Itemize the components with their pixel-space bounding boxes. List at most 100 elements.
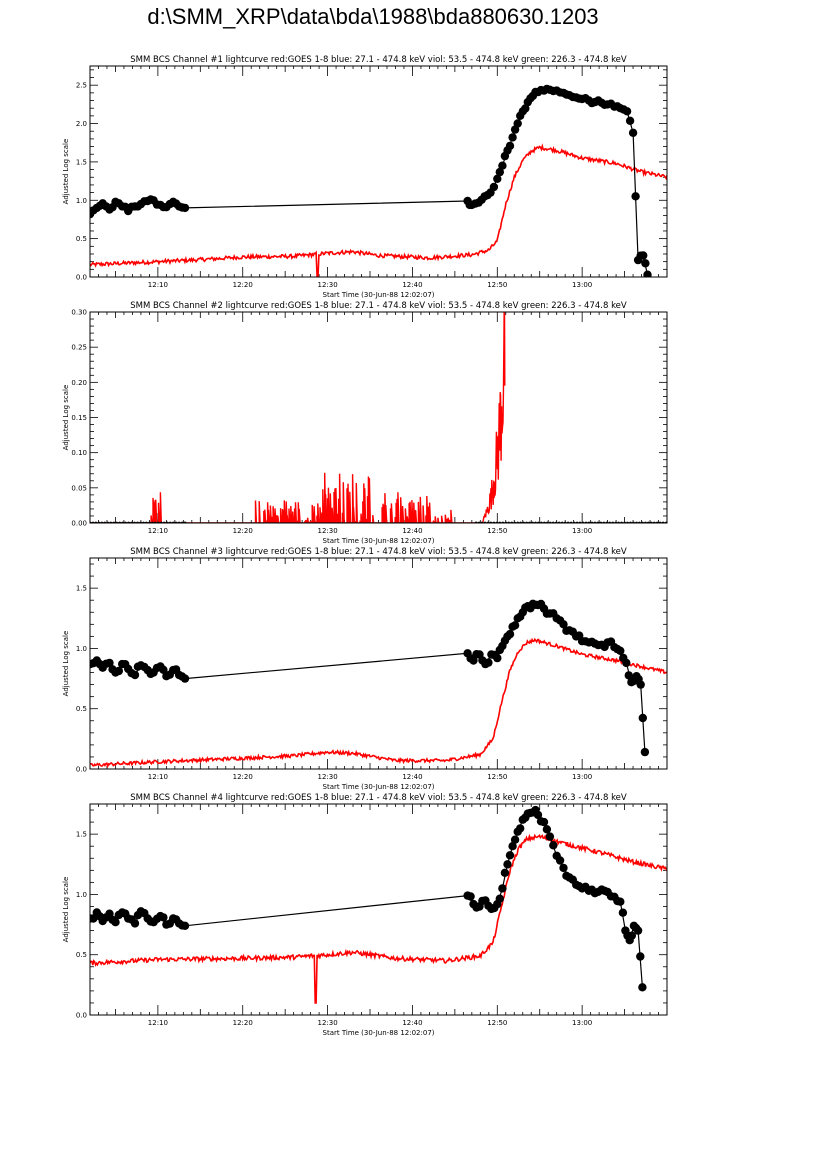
bcs-point xyxy=(498,161,507,170)
x-tick-label: 12:40 xyxy=(402,527,422,535)
bcs-point xyxy=(624,671,633,680)
bcs-point xyxy=(500,868,510,877)
chart-panel-1: SMM BCS Channel #1 lightcurve red:GOES 1… xyxy=(62,55,668,299)
y-tick-label: 0.5 xyxy=(76,705,87,713)
bcs-point xyxy=(638,983,647,992)
bcs-point xyxy=(130,670,140,680)
bcs-point xyxy=(180,674,190,683)
bcs-point xyxy=(622,107,632,116)
bcs-point xyxy=(549,841,558,850)
bcs-point xyxy=(516,824,525,833)
bcs-point xyxy=(466,892,475,901)
y-tick-label: 1.0 xyxy=(76,891,87,899)
bcs-point xyxy=(631,192,640,201)
bcs-point xyxy=(159,913,168,922)
chart-panel-3: SMM BCS Channel #3 lightcurve red:GOES 1… xyxy=(62,547,668,791)
bcs-point xyxy=(622,658,631,668)
x-tick-label: 12:30 xyxy=(317,281,337,289)
x-tick-label: 13:00 xyxy=(572,1019,592,1027)
y-tick-label: 0.15 xyxy=(71,414,87,422)
x-tick-label: 12:10 xyxy=(148,773,168,781)
y-tick-label: 1.5 xyxy=(76,831,87,839)
bcs-point xyxy=(627,931,636,940)
y-tick-label: 0.0 xyxy=(76,1012,87,1020)
bcs-point xyxy=(510,621,520,630)
chart-title: SMM BCS Channel #4 lightcurve red:GOES 1… xyxy=(130,793,627,803)
bcs-point xyxy=(498,884,507,893)
y-tick-label: 0.00 xyxy=(71,520,87,528)
x-tick-label: 12:50 xyxy=(487,773,507,781)
bcs-point xyxy=(555,856,565,865)
bcs-point xyxy=(508,133,517,142)
x-axis-label: Start Time (30-Jun-88 12:02:07) xyxy=(323,291,435,299)
y-tick-label: 1.5 xyxy=(76,158,87,166)
x-tick-label: 13:00 xyxy=(572,527,592,535)
bcs-point xyxy=(105,658,114,668)
bcs-point xyxy=(484,658,493,667)
x-tick-label: 12:50 xyxy=(487,281,507,289)
chart-title: SMM BCS Channel #1 lightcurve red:GOES 1… xyxy=(130,55,627,65)
bcs-point xyxy=(641,259,650,268)
y-tick-label: 0.30 xyxy=(71,309,87,317)
bcs-point xyxy=(545,832,555,841)
y-tick-label: 2.5 xyxy=(76,82,87,90)
x-axis-label: Start Time (30-Jun-88 12:02:07) xyxy=(323,1029,435,1037)
bcs-point xyxy=(505,851,515,860)
chart-title: SMM BCS Channel #3 lightcurve red:GOES 1… xyxy=(130,547,627,557)
y-tick-label: 0.20 xyxy=(71,379,87,387)
x-tick-label: 12:10 xyxy=(148,527,168,535)
x-tick-label: 12:40 xyxy=(402,1019,422,1027)
bcs-point xyxy=(508,842,517,851)
y-axis-label: Adjusted Log scale xyxy=(62,877,70,943)
bcs-point xyxy=(493,653,502,663)
bcs-point xyxy=(625,116,635,126)
x-tick-label: 12:20 xyxy=(233,281,253,289)
bcs-point xyxy=(510,835,520,844)
bcs-curve xyxy=(90,811,643,988)
goes-curve xyxy=(90,637,667,769)
bcs-point xyxy=(640,747,650,757)
bcs-point xyxy=(636,680,645,689)
y-tick-label: 0.10 xyxy=(71,449,87,457)
x-tick-label: 13:00 xyxy=(572,773,592,781)
bcs-point xyxy=(114,666,124,676)
bcs-point xyxy=(503,860,512,869)
x-tick-label: 12:50 xyxy=(487,527,507,535)
x-axis-label: Start Time (30-Jun-88 12:02:07) xyxy=(323,537,435,545)
y-tick-label: 2.0 xyxy=(76,120,87,128)
y-tick-label: 0.05 xyxy=(71,484,87,492)
page-title: d:\SMM_XRP\data\bda\1988\bda880630.1203 xyxy=(147,4,599,29)
series-group xyxy=(90,84,667,277)
bcs-point xyxy=(533,810,543,820)
bcs-point xyxy=(495,167,504,177)
x-tick-label: 12:20 xyxy=(233,527,253,535)
y-tick-label: 1.5 xyxy=(76,585,87,593)
x-tick-label: 12:30 xyxy=(317,1019,337,1027)
bcs-point xyxy=(639,251,648,260)
x-tick-label: 12:40 xyxy=(402,281,422,289)
bcs-point xyxy=(616,646,625,655)
y-tick-label: 1.0 xyxy=(76,197,87,205)
y-tick-label: 0.0 xyxy=(76,274,87,282)
y-tick-label: 0.5 xyxy=(76,951,87,959)
bcs-point xyxy=(180,921,190,930)
goes-curve xyxy=(90,312,506,523)
plot-frame xyxy=(89,557,668,770)
bcs-point xyxy=(618,908,628,917)
y-tick-label: 0.5 xyxy=(76,235,87,243)
x-tick-label: 12:20 xyxy=(233,1019,253,1027)
x-axis-label: Start Time (30-Jun-88 12:02:07) xyxy=(323,783,435,791)
bcs-point xyxy=(636,952,645,961)
bcs-point xyxy=(180,203,190,213)
chart-panel-4: SMM BCS Channel #4 lightcurve red:GOES 1… xyxy=(62,793,668,1037)
bcs-point xyxy=(628,128,638,137)
bcs-point xyxy=(559,863,568,873)
plot-frame xyxy=(89,65,668,278)
bcs-point xyxy=(643,270,652,277)
y-axis-label: Adjusted Log scale xyxy=(62,139,70,205)
bcs-point xyxy=(616,897,625,906)
bcs-point xyxy=(505,629,515,639)
chart-panel-2: SMM BCS Channel #2 lightcurve red:GOES 1… xyxy=(62,301,668,545)
bcs-point xyxy=(489,182,499,192)
